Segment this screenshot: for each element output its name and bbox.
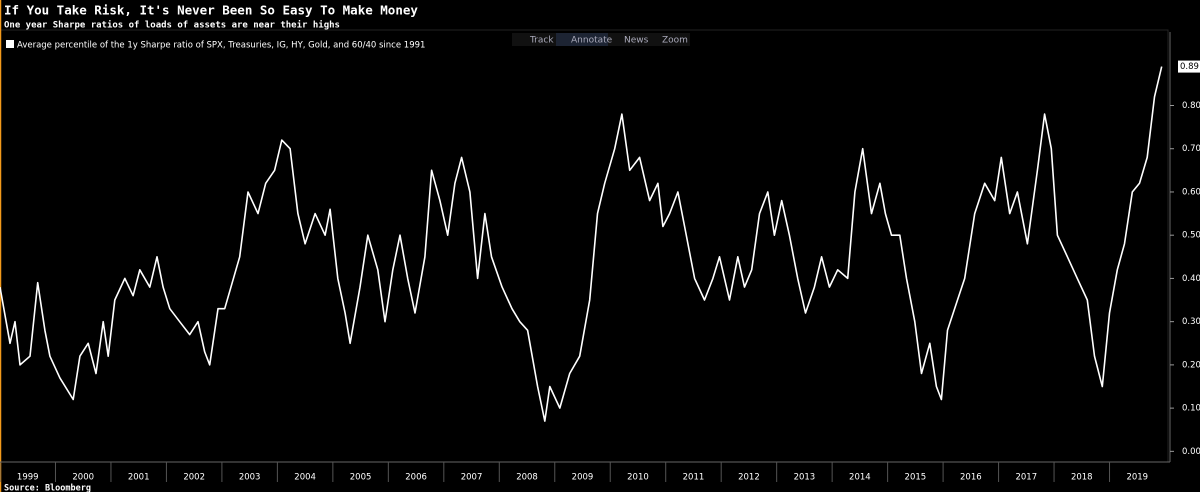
x-tick-label: 2011 bbox=[683, 473, 705, 483]
x-tick-label: 2010 bbox=[627, 473, 649, 483]
legend-swatch bbox=[6, 40, 14, 48]
x-tick-label: 2006 bbox=[405, 473, 427, 483]
x-tick-label: 2014 bbox=[849, 473, 871, 483]
x-tick-label: 2002 bbox=[183, 473, 205, 483]
x-tick-label: 2008 bbox=[516, 473, 538, 483]
x-tick-label: 2009 bbox=[572, 473, 594, 483]
x-tick-label: 2007 bbox=[461, 473, 483, 483]
y-tick-label: 0.30 bbox=[1182, 317, 1200, 327]
toolbar: Track Annotate News Zoom bbox=[512, 33, 690, 46]
x-tick-label: 2001 bbox=[128, 473, 150, 483]
toolbar-button[interactable]: Track bbox=[529, 36, 554, 46]
toolbar-button[interactable]: Annotate bbox=[571, 36, 613, 46]
x-tick-label: 2015 bbox=[905, 473, 927, 483]
y-tick-label: 0.70 bbox=[1182, 144, 1200, 154]
chart-title: If You Take Risk, It's Never Been So Eas… bbox=[4, 3, 418, 18]
y-tick-label: 0.00 bbox=[1182, 447, 1200, 457]
x-tick-label: 2004 bbox=[294, 473, 316, 483]
source-note: Source: Bloomberg bbox=[4, 484, 91, 492]
toolbar-active bbox=[556, 33, 608, 46]
y-tick-label: 0.60 bbox=[1182, 187, 1200, 197]
y-tick-label: 0.10 bbox=[1182, 404, 1200, 414]
data-line bbox=[0, 66, 1163, 422]
x-tick-label: 2003 bbox=[239, 473, 261, 483]
last-value-box bbox=[1178, 60, 1200, 73]
toolbar-button[interactable]: News bbox=[624, 36, 649, 46]
chart-subtitle: One year Sharpe ratios of loads of asset… bbox=[4, 20, 340, 31]
x-tick-label: 2005 bbox=[350, 473, 372, 483]
y-tick-label: 0.80 bbox=[1182, 101, 1200, 111]
last-value-label: 0.89 bbox=[1180, 62, 1199, 72]
x-tick-label: 2016 bbox=[960, 473, 982, 483]
y-tick-label: 0.50 bbox=[1182, 231, 1200, 241]
x-tick-label: 1999 bbox=[17, 473, 39, 483]
x-tick-label: 2013 bbox=[794, 473, 816, 483]
y-tick-label: 0.40 bbox=[1182, 274, 1200, 284]
x-tick-label: 2017 bbox=[1015, 473, 1037, 483]
x-tick-label: 2018 bbox=[1071, 473, 1093, 483]
x-tick-label: 2012 bbox=[738, 473, 760, 483]
plot-area bbox=[0, 29, 1169, 463]
x-tick-label: 2019 bbox=[1126, 473, 1148, 483]
x-tick-label: 2000 bbox=[72, 473, 94, 483]
toolbar-button[interactable]: Zoom bbox=[662, 36, 688, 46]
y-tick-label: 0.20 bbox=[1182, 360, 1200, 370]
legend-entry: Average percentile of the 1y Sharpe rati… bbox=[17, 41, 425, 51]
